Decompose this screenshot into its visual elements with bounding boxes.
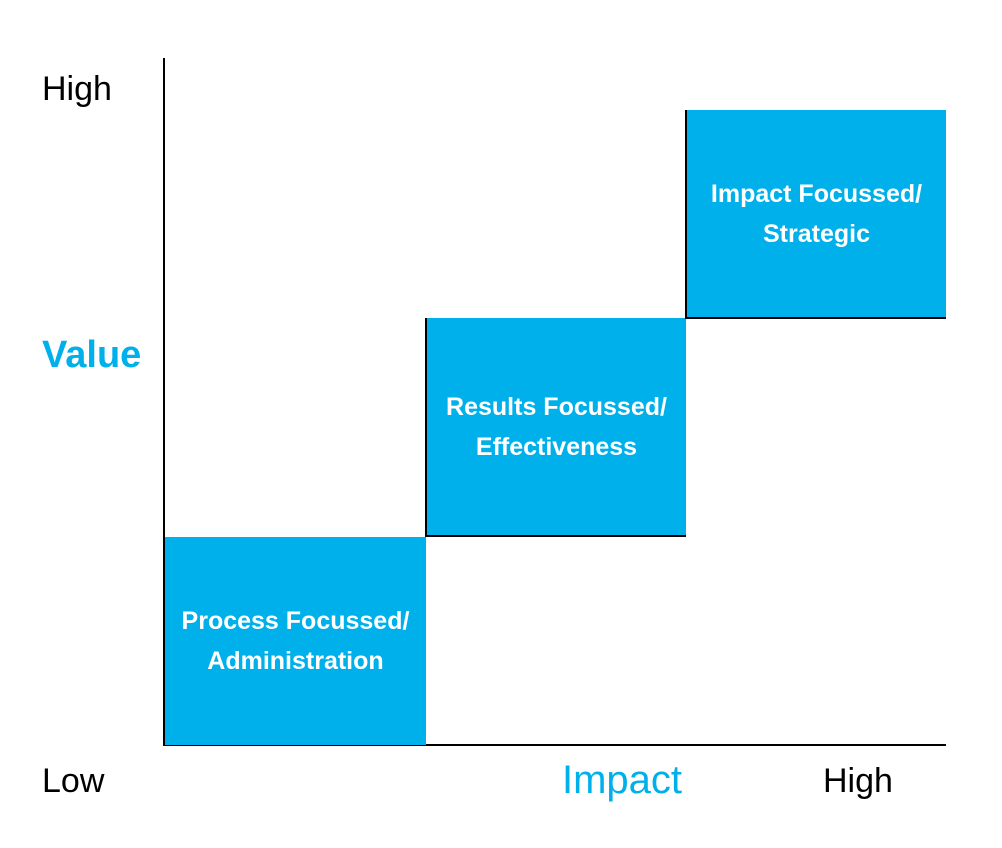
y-axis-line (163, 58, 165, 746)
y-axis-high-label: High (42, 70, 112, 108)
step-box-results-line1: Results Focussed/ (446, 392, 667, 421)
step-box-impact-line2: Strategic (763, 219, 870, 248)
step-box-results: Results Focussed/ Effectiveness (425, 318, 686, 537)
step-box-process: Process Focussed/ Administration (165, 537, 426, 745)
step-box-results-line2: Effectiveness (475, 432, 638, 461)
step-box-impact: Impact Focussed/ Strategic (685, 110, 946, 319)
x-axis-high-label: High (823, 762, 893, 800)
x-axis-low-label: Low (42, 762, 105, 800)
x-axis-line (163, 744, 946, 746)
x-axis-title: Impact (562, 758, 683, 802)
y-axis-title: Value (42, 334, 142, 376)
step-box-process-line1: Process Focussed/ (181, 607, 410, 635)
step-box-impact-line1: Impact Focussed/ (710, 179, 923, 208)
step-box-process-line2: Administration (207, 647, 384, 675)
